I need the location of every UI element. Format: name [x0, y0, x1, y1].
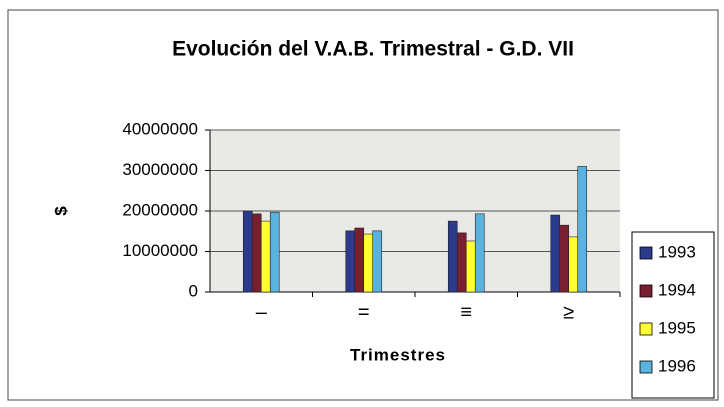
bar — [354, 227, 365, 293]
legend-swatch — [639, 246, 653, 260]
bar — [242, 210, 253, 293]
bar — [251, 213, 262, 293]
bar — [465, 240, 476, 293]
bar — [550, 214, 561, 293]
x-tick-label: ≡ — [460, 301, 472, 323]
y-axis-label: $ — [51, 206, 70, 216]
chart-title: Evolución del V.A.B. Trimestral - G.D. V… — [172, 38, 574, 61]
bar — [568, 236, 579, 293]
y-tick-label: 10000000 — [122, 241, 198, 260]
legend-label: 1994 — [658, 280, 696, 299]
x-tick-label: – — [256, 301, 268, 323]
y-tick-label: 0 — [189, 281, 198, 300]
bar — [260, 220, 271, 293]
bar — [456, 232, 467, 293]
bar — [559, 224, 570, 293]
x-tick-label: = — [358, 301, 370, 323]
bar — [447, 220, 458, 293]
bar — [345, 230, 356, 293]
legend-label: 1996 — [658, 356, 696, 375]
y-tick-label: 20000000 — [122, 200, 198, 219]
bar — [474, 213, 485, 293]
y-tick-label: 40000000 — [122, 119, 198, 138]
legend-swatch — [639, 322, 653, 336]
x-axis-label: Trimestres — [350, 345, 446, 364]
bar — [269, 211, 280, 293]
legend-swatch — [639, 284, 653, 298]
bar — [363, 233, 374, 293]
legend-label: 1995 — [658, 318, 696, 337]
x-tick-label: ≥ — [563, 301, 574, 323]
bar — [372, 230, 383, 293]
legend-label: 1993 — [658, 242, 696, 261]
y-tick-label: 30000000 — [122, 160, 198, 179]
legend-swatch — [639, 360, 653, 374]
bar — [577, 166, 588, 293]
